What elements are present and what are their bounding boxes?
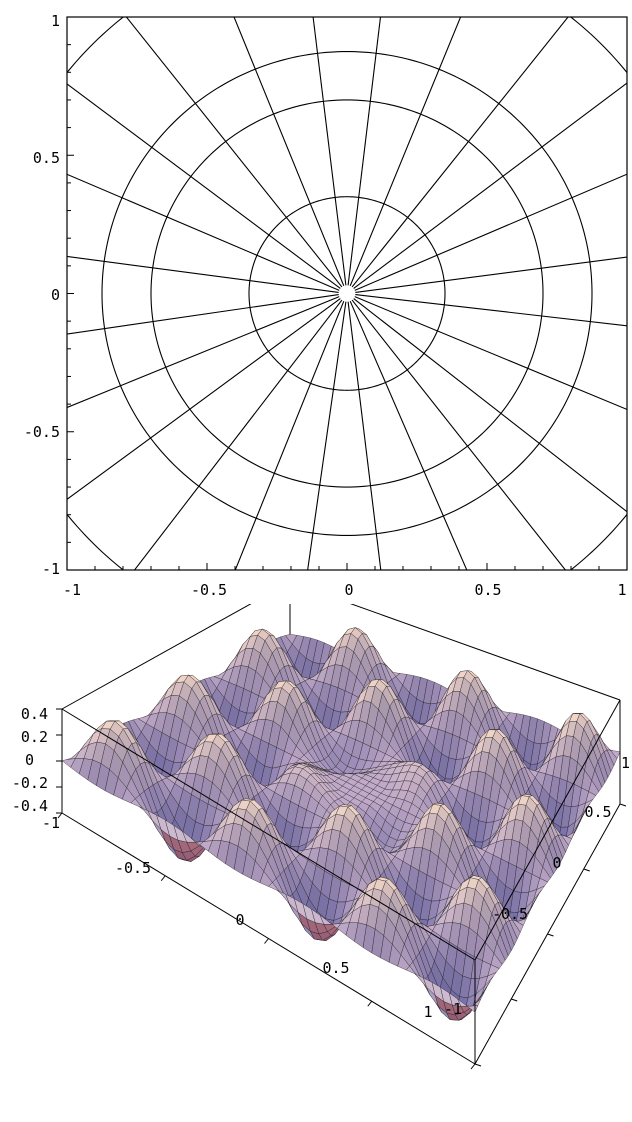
x-tick-label: -1 <box>42 814 60 832</box>
contour-spoke <box>67 83 341 289</box>
y-tick-mark <box>583 868 590 872</box>
contour-spoke <box>351 299 567 570</box>
contour-spoke <box>312 17 347 286</box>
y-tick-mark <box>511 998 518 1002</box>
contour-ring <box>101 51 593 536</box>
x-tick-label: 0.5 <box>474 581 501 599</box>
x-tick-mark <box>264 938 269 944</box>
contour-spoke <box>125 17 343 288</box>
y-tick-mark <box>547 933 554 937</box>
x-tick-mark <box>367 1000 373 1007</box>
contour-spoke <box>349 17 462 287</box>
contour-ring <box>150 99 544 488</box>
x-tick-mark <box>57 812 63 819</box>
z-tick-label: -0.4 <box>12 797 48 815</box>
contour-spoke <box>67 296 340 409</box>
box-edge <box>350 604 621 701</box>
y-tick-mark <box>619 803 627 807</box>
contour-spoke <box>67 173 340 291</box>
box-edge <box>61 708 476 961</box>
contour-spoke <box>353 82 627 289</box>
contour-spoke <box>347 301 382 570</box>
contour-spoke <box>307 301 347 570</box>
y-tick-label: 0.5 <box>584 803 611 821</box>
box-edge <box>474 699 621 961</box>
z-tick-label: 0.2 <box>21 728 48 746</box>
x-tick-label: 0 <box>344 581 353 599</box>
x-tick-mark <box>160 875 166 882</box>
surface-mesh <box>61 627 621 1021</box>
contour-spoke <box>354 296 627 411</box>
surface-plot-panel: 0.4 0.2 0 -0.2 -0.4 -1 -0.5 0 0.5 1 1 0.… <box>0 604 632 1122</box>
contour-plot-panel: 1 0.5 0 -0.5 -1 -1 -0.5 0 0.5 1 <box>23 12 628 599</box>
contour-spoke <box>355 256 627 293</box>
contour-plot: 1 0.5 0 -0.5 -1 -1 -0.5 0 0.5 1 <box>24 12 628 599</box>
z-tick-label: 0.4 <box>21 705 48 723</box>
contour-spoke <box>349 300 468 570</box>
contour-spoke <box>67 255 339 293</box>
contour-spoke <box>355 294 627 327</box>
y-tick-label: 0 <box>51 286 60 304</box>
y-tick-label: -0.5 <box>492 905 528 923</box>
y-tick-label: 1 <box>621 754 630 772</box>
contour-spoke <box>234 300 345 570</box>
z-tick-label: 0 <box>25 751 34 769</box>
contour-spoke <box>233 17 345 287</box>
contour-spoke <box>347 17 382 286</box>
x-tick-label: 0 <box>235 911 244 929</box>
contour-spoke <box>354 173 627 291</box>
y-tick-label: 0 <box>552 854 561 872</box>
x-tick-label: -0.5 <box>191 581 227 599</box>
surface-plot: 0.4 0.2 0 -0.2 -0.4 -1 -0.5 0 0.5 1 1 0.… <box>12 604 630 1070</box>
contour-ring <box>248 196 446 391</box>
x-tick-label: 0.5 <box>322 959 349 977</box>
contour-spoke <box>351 17 569 288</box>
x-tick-mark <box>470 1063 476 1070</box>
x-tick-label: -1 <box>63 581 81 599</box>
x-tick-label: 1 <box>617 581 626 599</box>
contour-lines <box>67 17 627 570</box>
y-tick-label: -0.5 <box>24 423 60 441</box>
contour-spoke <box>67 298 341 501</box>
tick-marks <box>66 16 628 571</box>
y-tick-label: -1 <box>444 1000 462 1018</box>
y-tick-label: 1 <box>51 12 60 30</box>
box-edge <box>61 604 252 710</box>
x-tick-label: 1 <box>423 1003 432 1021</box>
x-tick-label: -0.5 <box>115 859 151 877</box>
y-tick-label: 0.5 <box>33 149 60 167</box>
contour-spoke <box>67 294 339 335</box>
surface-tick-marks <box>56 708 627 1070</box>
y-tick-mark <box>474 1063 482 1067</box>
z-tick-label: -0.2 <box>12 774 48 792</box>
y-tick-label: -1 <box>42 560 60 578</box>
contour-spoke <box>353 298 627 513</box>
